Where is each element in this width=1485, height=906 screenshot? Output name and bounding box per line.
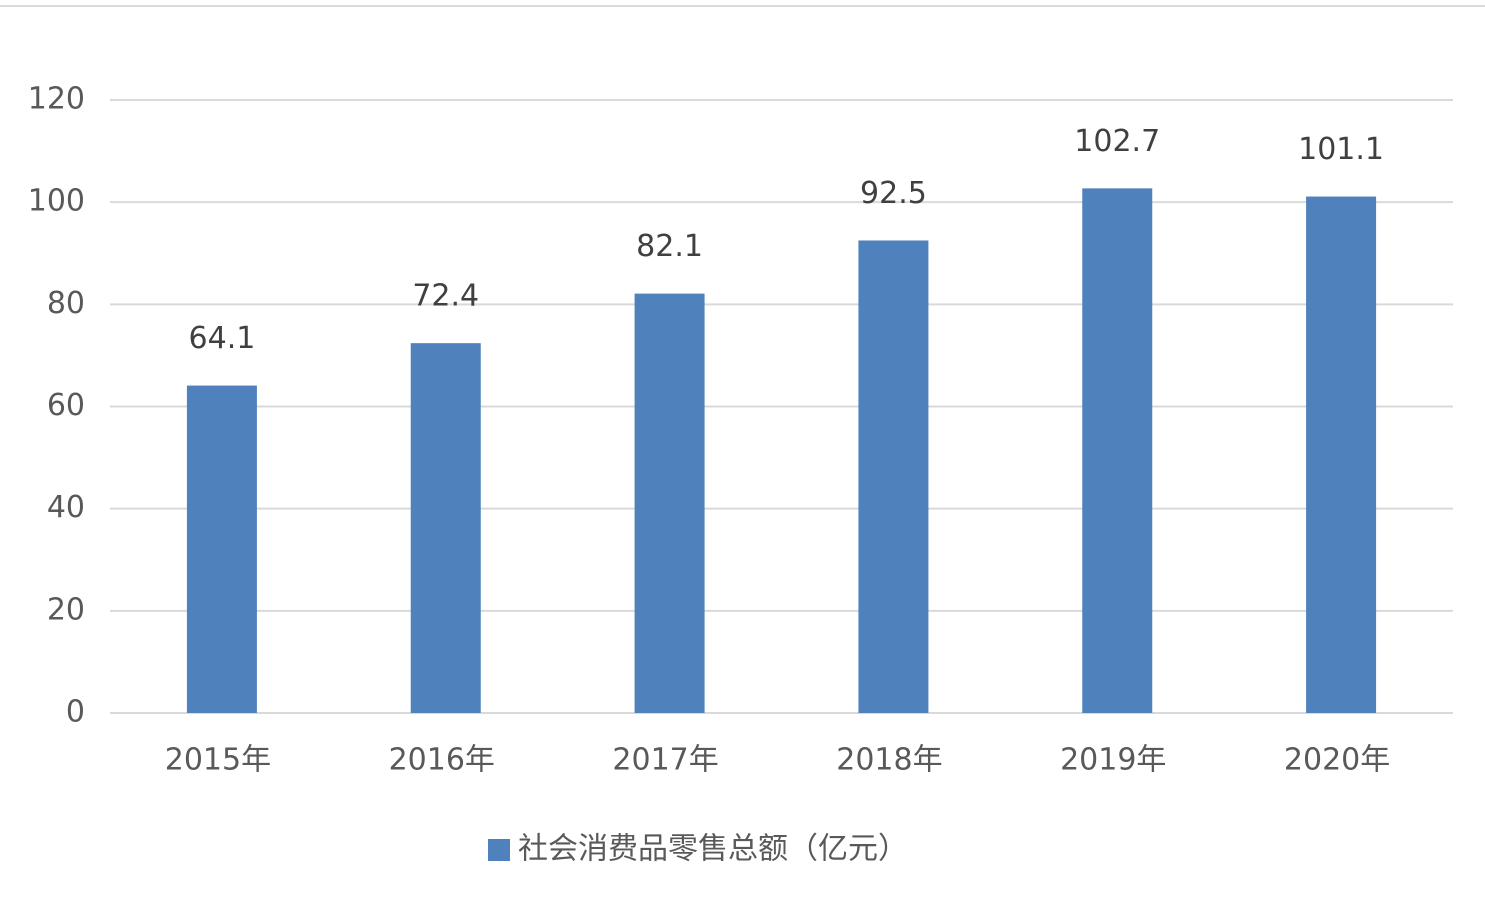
y-tick-label: 20 (47, 592, 85, 627)
y-tick-label: 0 (66, 695, 85, 730)
x-tick-label: 2020年 (1284, 743, 1390, 778)
value-label: 72.4 (412, 279, 479, 314)
bar (410, 343, 481, 713)
y-tick-label: 40 (47, 490, 85, 525)
bar (858, 240, 929, 713)
y-tick-label: 120 (28, 82, 85, 117)
x-tick-label: 2019年 (1060, 743, 1166, 778)
x-tick-label: 2015年 (165, 743, 271, 778)
legend-label: 社会消费品零售总额（亿元） (518, 832, 908, 867)
bar (1082, 188, 1153, 714)
value-label: 64.1 (189, 321, 256, 356)
x-tick-label: 2018年 (836, 743, 942, 778)
bar (634, 293, 705, 713)
value-label: 102.7 (1074, 124, 1160, 159)
y-tick-label: 100 (28, 184, 85, 219)
value-label: 101.1 (1298, 132, 1384, 167)
x-tick-label: 2016年 (389, 743, 495, 778)
x-tick-label: 2017年 (612, 743, 718, 778)
y-tick-label: 60 (47, 388, 85, 423)
bar (186, 385, 257, 713)
legend-swatch (488, 839, 510, 861)
value-label: 92.5 (860, 176, 927, 211)
value-label: 82.1 (636, 229, 703, 264)
bar (1306, 196, 1377, 714)
y-tick-label: 80 (47, 286, 85, 321)
